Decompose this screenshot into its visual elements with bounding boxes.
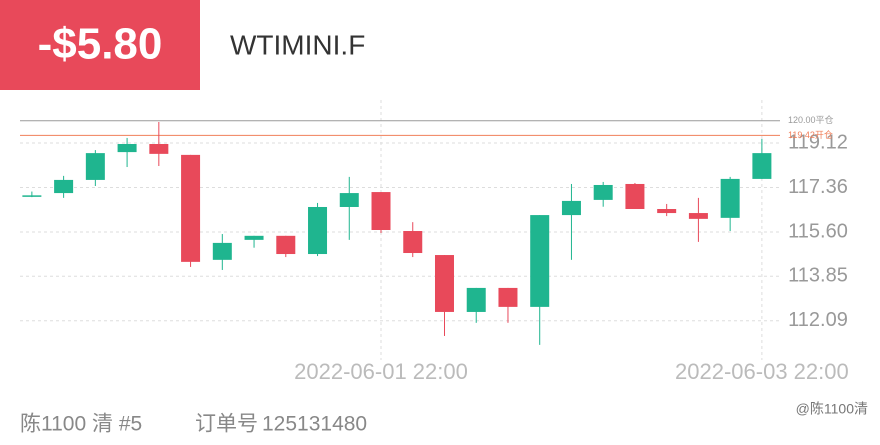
x-tick-label: 2022-06-01 22:00 (294, 359, 468, 384)
candle-body (688, 213, 708, 219)
reference-label: 120.00平仓 (788, 114, 834, 125)
y-tick-label: 117.36 (788, 176, 848, 198)
candle-body (498, 287, 518, 307)
candle-body (85, 153, 105, 180)
y-tick-label: 115.60 (788, 220, 848, 242)
reference-label: 119.42开仓 (788, 129, 833, 140)
candle-body (403, 231, 423, 254)
x-tick-label: 2022-06-03 22:00 (675, 359, 849, 384)
y-tick-label: 119.12 (788, 131, 848, 153)
candle-body (22, 195, 42, 197)
candle-body (657, 209, 677, 214)
symbol: WTIMINI.F (230, 29, 365, 60)
candle-body (434, 255, 454, 312)
candle-body (561, 200, 581, 216)
pnl-badge (0, 0, 200, 90)
order-label: 订单号 (195, 413, 258, 436)
y-tick-label: 112.09 (788, 309, 848, 331)
candle-body (212, 242, 232, 260)
order-number: 125131480 (262, 413, 367, 436)
candle-body (720, 178, 740, 218)
candle-body (308, 206, 328, 255)
candle-body (625, 183, 645, 210)
watermark: @陈1100清 (796, 401, 868, 417)
y-tick-label: 113.85 (788, 265, 848, 287)
candle-body (593, 184, 613, 200)
candle-body (54, 179, 74, 194)
candle-body (117, 144, 137, 153)
candle-body (244, 235, 264, 240)
pnl: -$5.80 (38, 20, 163, 69)
candle-body (339, 193, 359, 207)
candle-body (371, 192, 391, 230)
candle-body (530, 215, 550, 307)
candle-body (466, 287, 486, 312)
candle-body (181, 154, 201, 262)
candle-body (149, 144, 169, 154)
trader: 陈1100 清 #5 (20, 413, 142, 436)
candle-body (276, 235, 296, 255)
candle-body (752, 153, 772, 179)
